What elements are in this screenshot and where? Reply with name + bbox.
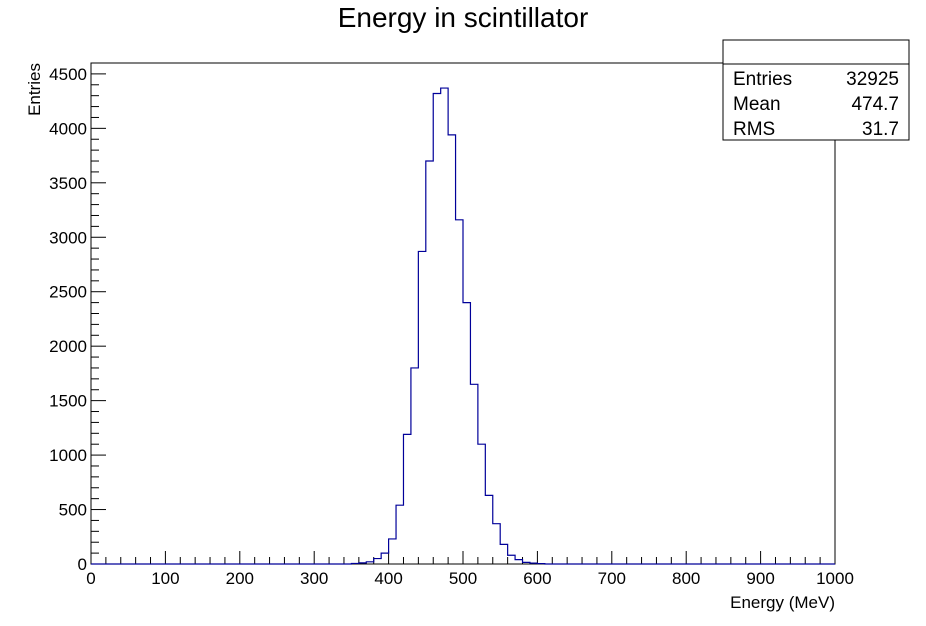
histogram-bin (396, 505, 403, 564)
histogram-bin (448, 135, 455, 564)
x-tick-label: 700 (598, 569, 626, 588)
y-tick-label: 0 (78, 555, 87, 574)
histogram-bin (381, 553, 388, 564)
stats-entries-value: 32925 (846, 69, 899, 90)
histogram-bin (426, 161, 433, 564)
histogram-series (91, 88, 835, 564)
y-tick-label: 1000 (49, 446, 87, 465)
stats-box: Entries 32925 Mean 474.7 RMS 31.7 (723, 40, 909, 140)
stats-entries-label: Entries (733, 69, 792, 90)
histogram-bin (433, 93, 440, 564)
histogram-bin (515, 560, 522, 564)
x-tick-label: 900 (746, 569, 774, 588)
y-tick-label: 2000 (49, 337, 87, 356)
y-tick-label: 2500 (49, 283, 87, 302)
histogram-bin (418, 251, 425, 564)
histogram-bin (485, 495, 492, 564)
stats-mean-label: Mean (733, 94, 781, 115)
y-tick-label: 4500 (49, 65, 87, 84)
x-axis: 0 100 200 300 400 500 600 700 800 900 1000 (86, 551, 854, 588)
histogram-bin (456, 220, 463, 564)
histogram-bin (493, 524, 500, 564)
y-tick-label: 1500 (49, 392, 87, 411)
x-tick-label: 500 (449, 569, 477, 588)
x-tick-label: 1000 (816, 569, 854, 588)
histogram-bin (403, 434, 410, 564)
histogram-bin (478, 444, 485, 564)
y-tick-label: 3000 (49, 228, 87, 247)
x-tick-label: 200 (226, 569, 254, 588)
stats-rms-value: 31.7 (862, 119, 899, 140)
stats-mean-value: 474.7 (851, 94, 899, 115)
chart-title: Energy in scintillator (338, 2, 589, 33)
histogram-bin (389, 539, 396, 564)
x-tick-label: 100 (151, 569, 179, 588)
x-axis-title: Energy (MeV) (730, 593, 835, 612)
y-tick-label: 4000 (49, 119, 87, 138)
histogram-bin (500, 544, 507, 564)
y-axis-title: Entries (25, 63, 44, 116)
y-tick-label: 500 (59, 501, 87, 520)
x-tick-label: 800 (672, 569, 700, 588)
histogram-bin (441, 88, 448, 564)
y-tick-label: 3500 (49, 174, 87, 193)
histogram-bin (508, 555, 515, 564)
histogram-bin (374, 559, 381, 564)
histogram-bin (411, 368, 418, 564)
y-axis: 0 500 1000 1500 2000 2500 3000 3500 4000 4500 (49, 63, 106, 574)
x-tick-label: 0 (86, 569, 95, 588)
histogram-bin (470, 384, 477, 564)
x-tick-label: 600 (523, 569, 551, 588)
histogram-line (91, 88, 835, 564)
stats-rms-label: RMS (733, 119, 775, 140)
x-tick-label: 300 (300, 569, 328, 588)
histogram-bin (463, 303, 470, 564)
x-tick-label: 400 (374, 569, 402, 588)
